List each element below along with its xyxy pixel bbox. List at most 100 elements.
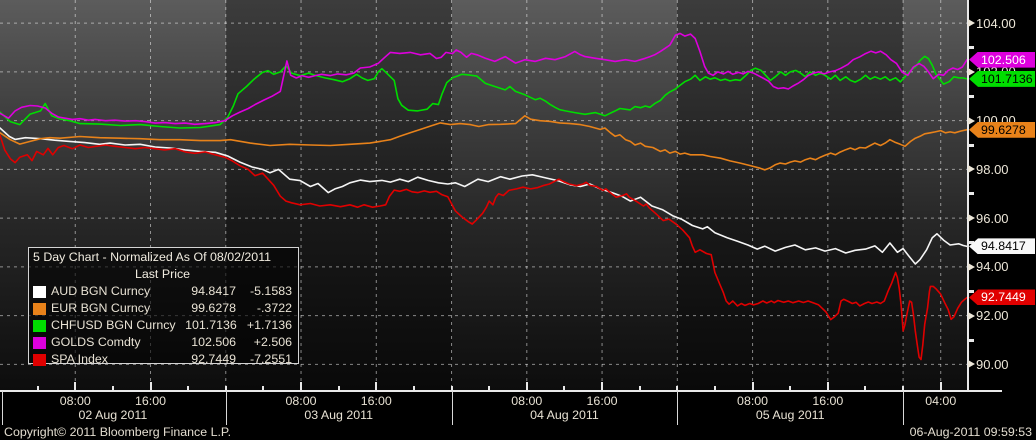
x-axis-minor-tick	[187, 386, 190, 390]
x-axis-minor-tick	[713, 386, 716, 390]
y-axis-minor-tick	[968, 143, 974, 147]
y-axis-label: 92.00	[968, 308, 1009, 324]
chart-legend: 5 Day Chart - Normalized As Of 08/02/201…	[28, 247, 299, 366]
last-price-badge: 99.6278	[969, 121, 1035, 138]
y-axis-minor-tick	[968, 192, 974, 196]
series-line-aud	[0, 127, 968, 265]
y-axis-label: 90.00	[968, 356, 1009, 372]
x-axis-minor-tick	[563, 386, 566, 390]
x-axis-time-label: 04:00	[925, 394, 957, 408]
chart-canvas	[0, 0, 968, 390]
legend-last-price-header: Last Price	[134, 267, 191, 281]
x-axis-time-label: 16:00	[360, 394, 392, 408]
x-axis-minor-tick	[74, 382, 77, 390]
legend-color-swatch	[33, 319, 46, 332]
x-axis-date-label: 03 Aug 2011	[304, 408, 373, 422]
legend-row: AUD BGN Curncy 94.8417 -5.1583	[33, 283, 292, 300]
day-boundary-tick	[677, 391, 679, 425]
legend-row: SPA Index 92.7449 -7.2551	[33, 351, 292, 368]
y-axis-arrow-icon	[968, 19, 975, 28]
day-band	[451, 0, 678, 390]
x-axis-time-label: 16:00	[812, 394, 844, 408]
y-axis-label-text: 94.00	[976, 259, 1009, 275]
x-axis-minor-tick	[902, 386, 905, 390]
legend-net-change: -5.1583	[249, 284, 292, 298]
series-line-golds	[0, 32, 968, 126]
x-axis-time-label: 16:00	[134, 394, 166, 408]
y-axis-label: 104.00	[968, 15, 1016, 31]
y-axis-arrow-icon	[968, 311, 975, 320]
x-axis-minor-tick	[450, 386, 453, 390]
y-axis-minor-tick	[968, 338, 974, 342]
y-axis-label-text: 92.00	[976, 308, 1009, 324]
legend-net-change: +1.7136	[246, 318, 292, 332]
y-axis-arrow-icon	[968, 214, 975, 223]
x-axis-minor-tick	[262, 386, 265, 390]
y-axis-minor-tick	[968, 241, 974, 245]
day-band	[677, 0, 904, 390]
copyright-notice: Copyright© 2011 Bloomberg Finance L.P.	[4, 425, 232, 439]
legend-security-name: GOLDS Comdty	[51, 335, 141, 349]
x-axis-time-label: 08:00	[285, 394, 317, 408]
legend-security-name: EUR BGN Curncy	[51, 301, 151, 315]
y-axis-label-text: 96.00	[976, 210, 1009, 226]
legend-net-change: -.3722	[256, 301, 292, 315]
legend-color-swatch	[33, 353, 46, 366]
y-axis-line	[967, 0, 969, 391]
chart-plot-area[interactable]	[0, 0, 968, 390]
legend-security-name: SPA Index	[51, 352, 108, 366]
x-axis-minor-tick	[826, 382, 829, 390]
x-axis-date-label: 04 Aug 2011	[530, 408, 599, 422]
x-axis-minor-tick	[375, 382, 378, 390]
x-axis-time-label: 08:00	[737, 394, 769, 408]
last-price-badge: 102.506	[969, 51, 1035, 68]
last-price-badge: 94.8417	[969, 238, 1035, 255]
y-axis-arrow-icon	[968, 67, 975, 76]
day-boundary-tick	[225, 391, 227, 425]
day-shading-bands	[0, 0, 968, 390]
legend-last-price: 99.6278	[191, 301, 236, 315]
legend-net-change: -7.2551	[249, 352, 292, 366]
x-axis-line	[0, 390, 1002, 392]
x-axis-minor-tick	[789, 386, 792, 390]
x-axis-minor-tick	[111, 386, 114, 390]
x-axis-minor-tick	[224, 386, 227, 390]
legend-last-price: 94.8417	[191, 284, 236, 298]
legend-net-change: +2.506	[253, 335, 292, 349]
legend-last-price: 92.7449	[191, 352, 236, 366]
day-boundary-tick	[1, 391, 3, 425]
x-axis-minor-tick	[601, 382, 604, 390]
y-axis-minor-tick	[968, 289, 974, 293]
x-axis-time-label: 16:00	[586, 394, 618, 408]
last-price-badge: 92.7449	[969, 289, 1035, 306]
legend-color-swatch	[33, 336, 46, 349]
y-axis-arrow-icon	[968, 262, 975, 271]
legend-title: 5 Day Chart - Normalized As Of 08/02/201…	[33, 250, 272, 264]
legend-last-price: 102.506	[191, 335, 236, 349]
x-axis-minor-tick	[525, 382, 528, 390]
y-axis-minor-tick	[968, 94, 974, 98]
legend-row: GOLDS Comdty 102.506 +2.506	[33, 334, 292, 351]
x-axis-minor-tick	[337, 386, 340, 390]
x-axis-minor-tick	[939, 382, 942, 390]
x-axis-time-label: 08:00	[511, 394, 543, 408]
legend-color-swatch	[33, 285, 46, 298]
legend-rows: AUD BGN Curncy 94.8417 -5.1583 EUR BGN Curn…	[33, 283, 292, 368]
series-line-chfusd	[0, 55, 968, 129]
y-axis-label-text: 98.00	[976, 161, 1009, 177]
x-axis-minor-tick	[412, 386, 415, 390]
legend-security-name: CHFUSD BGN Curncy	[51, 318, 176, 332]
day-boundary-tick	[451, 391, 453, 425]
y-axis-label: 96.00	[968, 210, 1009, 226]
y-axis-arrow-icon	[968, 360, 975, 369]
last-update-timestamp: 06-Aug-2011 09:59:53	[909, 425, 1032, 439]
x-axis-minor-tick	[864, 386, 867, 390]
x-axis-minor-tick	[149, 382, 152, 390]
legend-row: EUR BGN Curncy 99.6278 -.3722	[33, 300, 292, 317]
x-axis-minor-tick	[36, 386, 39, 390]
y-axis-label-text: 104.00	[976, 15, 1016, 31]
x-axis-minor-tick	[751, 382, 754, 390]
day-boundary-tick	[903, 391, 905, 425]
y-axis-minor-tick	[968, 46, 974, 50]
